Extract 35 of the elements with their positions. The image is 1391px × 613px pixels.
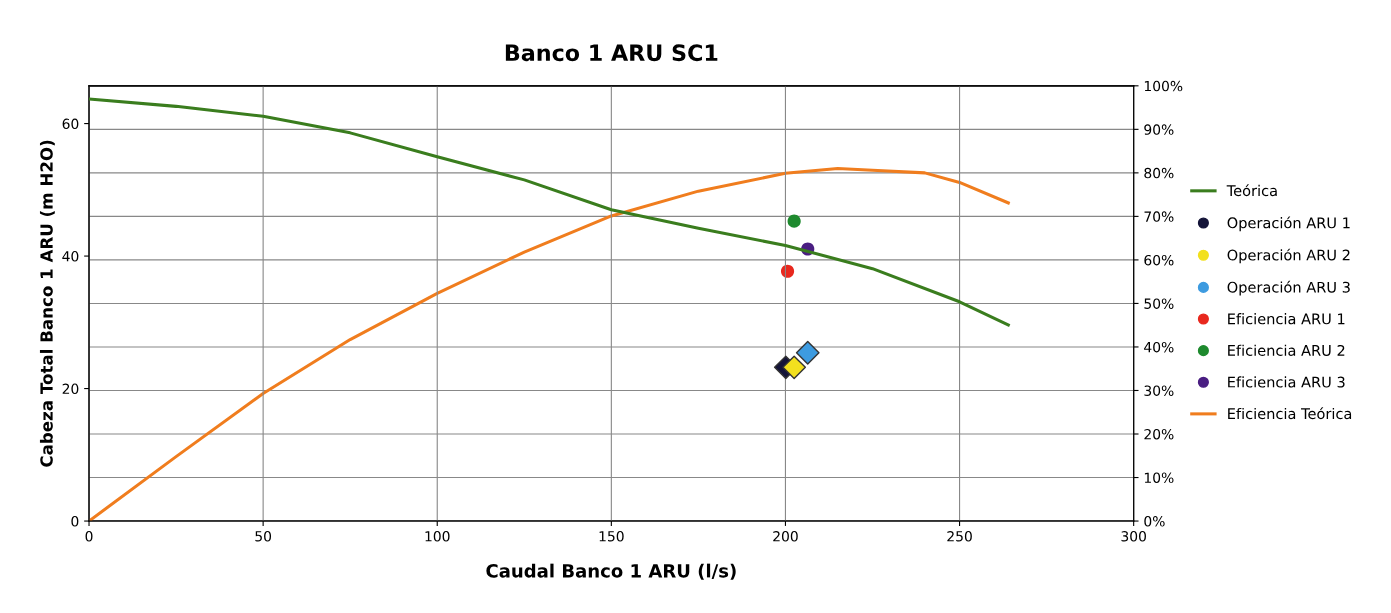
x-tick-label: 100 [425,531,450,542]
y2-tick-label: 20% [1144,428,1174,440]
x-tick-label: 300 [1121,531,1146,542]
legend-label: Eficiencia ARU 2 [1228,344,1345,356]
legend-label: Eficiencia ARU 3 [1228,376,1345,388]
legend-label: Operación ARU 3 [1227,280,1350,296]
x-tick-label: 250 [947,531,972,542]
x-axis-title: Caudal Banco 1 ARU (l/s) [486,563,736,580]
y2-tick-label: 60% [1144,254,1174,266]
y2-tick-label: 30% [1144,385,1174,396]
line-series [89,97,1010,327]
x-tick-label: 50 [255,531,272,542]
y-tick-label: 60 [62,118,79,130]
line-series [89,166,1010,522]
y2-tick-label: 70% [1144,211,1174,222]
y2-tick-label: 80% [1144,167,1174,179]
y2-tick-label: 90% [1144,124,1174,135]
chart-title: Banco 1 ARU SC1 [505,44,718,62]
y-tick-label: 40 [62,251,79,262]
y-axis-title: Cabeza Total Banco 1 ARU (m H2O) [39,140,55,467]
legend-label: Eficiencia Teórica [1228,407,1352,420]
x-tick-label: 200 [773,531,798,542]
legend-label: Teórica [1226,184,1277,197]
legend-label: Operación ARU 1 [1227,216,1350,232]
y-tick-label: 0 [71,516,79,527]
y2-tick-label: 40% [1144,341,1174,353]
y2-tick-label: 10% [1144,472,1174,483]
x-tick-label: 0 [85,531,93,542]
legend-label: Eficiencia ARU 1 [1228,313,1345,325]
y2-tick-label: 100% [1144,80,1183,92]
y2-tick-label: 0% [1144,516,1165,527]
x-tick-label: 150 [599,531,624,542]
y-tick-label: 20 [62,383,79,395]
y2-tick-label: 50% [1144,298,1174,309]
legend-label: Operación ARU 2 [1227,248,1350,264]
